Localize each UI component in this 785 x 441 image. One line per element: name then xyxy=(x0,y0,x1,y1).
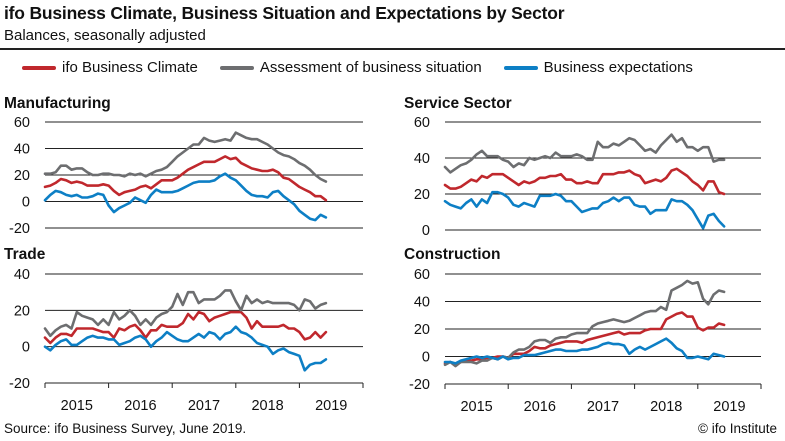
panel-title-trade: Trade xyxy=(4,246,46,263)
y-tick-label-manufacturing: 0 xyxy=(22,195,30,211)
legend: ifo Business Climate Assessment of busin… xyxy=(22,59,715,76)
y-tick-label-service-sector: 0 xyxy=(422,223,430,239)
series-line-expectations-manufacturing xyxy=(43,172,328,222)
series-line-expectations-construction xyxy=(443,337,726,365)
x-tick-label-trade: 2015 xyxy=(61,398,93,414)
series-line-climate-trade xyxy=(43,310,328,345)
chart-subtitle: Balances, seasonally adjusted xyxy=(4,27,206,44)
legend-item-climate: ifo Business Climate xyxy=(22,59,198,76)
y-tick-label-manufacturing: 60 xyxy=(14,115,30,131)
source-note: Source: ifo Business Survey, June 2019. xyxy=(4,421,247,436)
legend-item-expectations: Business expectations xyxy=(503,59,693,76)
panel-title-service-sector: Service Sector xyxy=(404,95,512,112)
legend-item-situation: Assessment of business situation xyxy=(219,59,482,76)
header-rule xyxy=(0,48,785,50)
chart-title: ifo Business Climate, Business Situation… xyxy=(4,3,565,23)
series-line-situation-service-sector xyxy=(443,133,726,174)
x-tick-label-trade: 2016 xyxy=(124,398,156,414)
y-tick-label-construction: 60 xyxy=(414,267,430,283)
y-tick-label-manufacturing: -20 xyxy=(9,221,30,237)
legend-label-expectations: Business expectations xyxy=(543,59,693,76)
panel-title-construction: Construction xyxy=(404,246,500,263)
x-tick-label-trade: 2019 xyxy=(315,398,347,414)
legend-swatch-expectations xyxy=(503,65,538,70)
x-tick-label-trade: 2017 xyxy=(188,398,220,414)
y-tick-label-service-sector: 60 xyxy=(414,115,430,131)
y-tick-label-manufacturing: 20 xyxy=(14,168,30,184)
y-tick-label-construction: -20 xyxy=(409,377,430,393)
series-line-expectations-trade xyxy=(43,325,328,372)
y-tick-label-service-sector: 20 xyxy=(414,187,430,203)
y-tick-label-manufacturing: 40 xyxy=(14,142,30,158)
x-tick-label-construction: 2017 xyxy=(587,399,619,415)
series-line-climate-service-sector xyxy=(443,167,726,196)
series-line-situation-trade xyxy=(43,289,328,338)
legend-swatch-situation xyxy=(219,65,254,70)
x-tick-label-construction: 2018 xyxy=(650,399,682,415)
copyright-note: © ifo Institute xyxy=(698,421,777,436)
legend-label-climate: ifo Business Climate xyxy=(62,59,198,76)
series-line-climate-manufacturing xyxy=(43,155,328,202)
y-tick-label-trade: 20 xyxy=(14,303,30,319)
x-tick-label-construction: 2019 xyxy=(713,399,745,415)
series-line-situation-manufacturing xyxy=(43,131,328,183)
series-line-expectations-service-sector xyxy=(443,190,726,230)
panel-title-manufacturing: Manufacturing xyxy=(4,95,111,112)
x-tick-label-construction: 2016 xyxy=(524,399,556,415)
y-tick-label-trade: 40 xyxy=(14,267,30,283)
legend-label-situation: Assessment of business situation xyxy=(259,59,482,76)
y-tick-label-trade: -20 xyxy=(9,376,30,392)
y-tick-label-construction: 20 xyxy=(414,322,430,338)
legend-swatch-climate xyxy=(22,65,56,70)
y-tick-label-service-sector: 40 xyxy=(414,151,430,167)
y-tick-label-construction: 40 xyxy=(414,295,430,311)
y-tick-label-trade: 0 xyxy=(22,340,30,356)
x-tick-label-construction: 2015 xyxy=(460,399,492,415)
y-tick-label-construction: 0 xyxy=(422,350,430,366)
x-tick-label-trade: 2018 xyxy=(251,398,283,414)
